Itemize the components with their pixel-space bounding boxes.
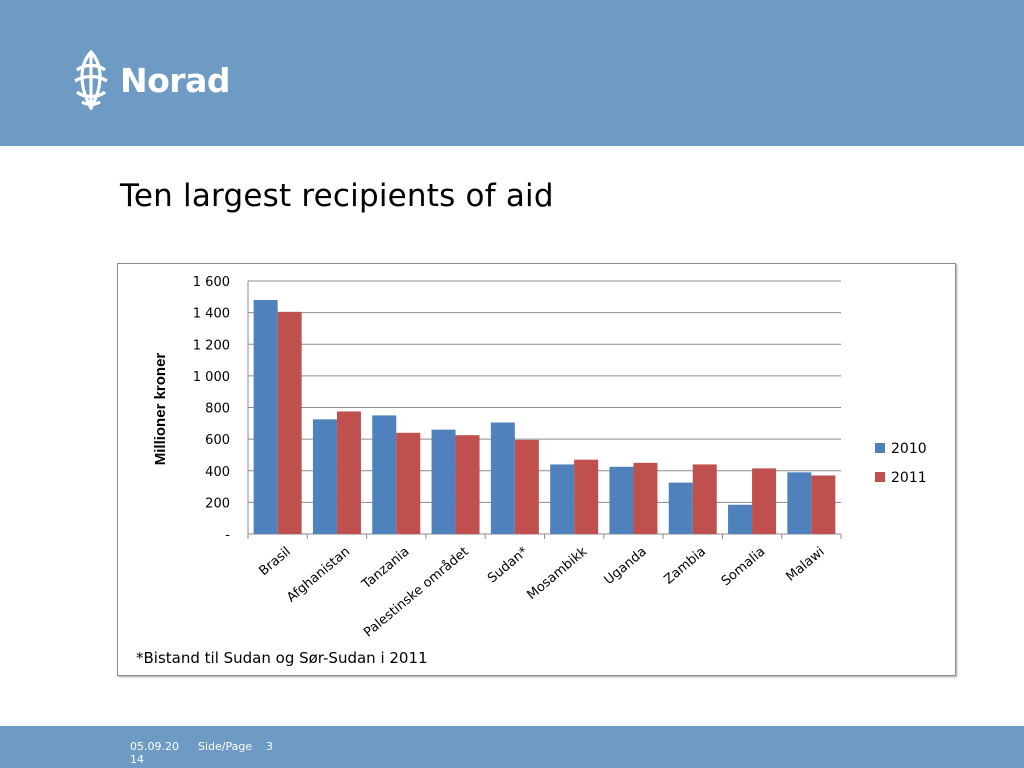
norad-logo: Norad [72, 50, 230, 110]
slide-title: Ten largest recipients of aid [120, 178, 554, 214]
bar-2010 [550, 464, 575, 534]
x-tick-label: Malawi [783, 544, 827, 584]
bar-2010 [372, 415, 397, 534]
x-tick-label: Palestinske området [361, 544, 472, 640]
bar-2010 [787, 472, 812, 534]
footer-page-number: 3 [266, 740, 273, 753]
logo-text: Norad [120, 60, 230, 100]
x-tick-label: Mosambikk [524, 544, 590, 603]
x-tick-label: Afghanistan [284, 544, 353, 605]
header-bar: Norad [0, 0, 1024, 146]
footer-bar: 05.09.2014 Side/Page 3 [0, 726, 1024, 768]
y-tick-label: 1 400 [193, 307, 230, 322]
bar-2010 [609, 466, 634, 534]
x-tick-label: Uganda [602, 544, 650, 588]
y-tick-label: 200 [205, 496, 230, 511]
bar-2011 [514, 439, 539, 534]
x-tick-label: Somalia [719, 544, 769, 589]
y-axis-label: Millioner kroner [152, 353, 169, 466]
bar-2010 [253, 299, 278, 534]
bar-2011 [811, 475, 836, 534]
y-tick-label: 1 600 [193, 275, 230, 290]
bar-2011 [336, 411, 361, 534]
legend-entry: 2011 [891, 470, 927, 486]
x-tick-label: Zambia [662, 544, 709, 587]
legend-entry: 2010 [891, 441, 927, 457]
bar-2010 [490, 422, 515, 534]
y-tick-label: 1 200 [193, 338, 230, 353]
bar-2010 [312, 419, 337, 534]
y-tick-label: 1 000 [193, 370, 230, 385]
legend-swatch [875, 443, 885, 453]
y-tick-label: - [225, 528, 230, 543]
legend-swatch [875, 472, 885, 482]
bar-2011 [752, 468, 777, 534]
y-tick-label: 600 [205, 433, 230, 448]
y-tick-label: 800 [205, 402, 230, 417]
x-tick-label: Brasil [256, 544, 293, 579]
x-tick-label: Sudan* [485, 544, 531, 586]
bar-2011 [277, 311, 302, 534]
chart-frame: - 200 400 600 800 1 000 1 200 1 400 1 600 Million… [117, 263, 956, 676]
bar-chart: - 200 400 600 800 1 000 1 200 1 400 1 600 Million… [152, 275, 927, 641]
bar-2011 [692, 464, 717, 534]
bar-2011 [396, 432, 421, 534]
bar-2011 [574, 459, 599, 534]
chart-footnote: *Bistand til Sudan og Sør-Sudan i 2011 [136, 649, 428, 667]
footer-date: 05.09.2014 [130, 740, 179, 766]
bar-2010 [728, 504, 753, 534]
globe-leaf-icon [74, 50, 108, 110]
bar-2010 [431, 429, 456, 534]
bar-2010 [668, 482, 693, 534]
y-tick-label: 400 [205, 465, 230, 480]
bar-2011 [633, 462, 658, 534]
x-tick-label: Tanzania [359, 544, 413, 593]
footer-page-label: Side/Page [198, 740, 253, 753]
bar-2011 [455, 435, 480, 534]
